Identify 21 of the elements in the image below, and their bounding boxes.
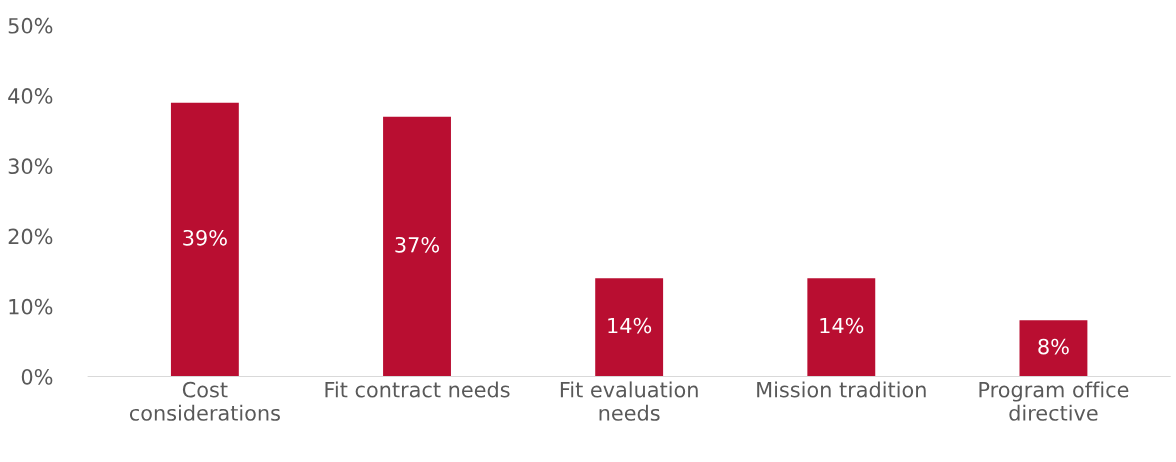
x-tick-label: Mission tradition bbox=[757, 381, 926, 398]
y-tick-label: 40% bbox=[8, 88, 53, 104]
data-label: 14% bbox=[820, 317, 864, 334]
data-label: 39% bbox=[183, 229, 227, 246]
data-label: 8% bbox=[1038, 338, 1069, 355]
y-tick-label: 30% bbox=[8, 158, 53, 175]
y-tick-label: 10% bbox=[9, 298, 53, 315]
x-tick-label: Cost considerations bbox=[129, 381, 280, 421]
bar bbox=[1019, 320, 1088, 377]
x-tick-label: Fit contract needs bbox=[325, 381, 510, 398]
y-tick-label: 50% bbox=[8, 17, 53, 34]
bar bbox=[595, 278, 664, 377]
x-tick-label: Program office directive bbox=[979, 381, 1129, 421]
y-tick-label: 0% bbox=[21, 368, 53, 385]
bar bbox=[383, 116, 451, 377]
data-label: 37% bbox=[395, 236, 440, 253]
bar bbox=[807, 278, 876, 377]
y-tick-label: 20% bbox=[8, 228, 53, 245]
x-tick-label: Fit evaluation needs bbox=[560, 381, 698, 421]
bar bbox=[170, 102, 239, 377]
data-label: 14% bbox=[608, 317, 652, 334]
